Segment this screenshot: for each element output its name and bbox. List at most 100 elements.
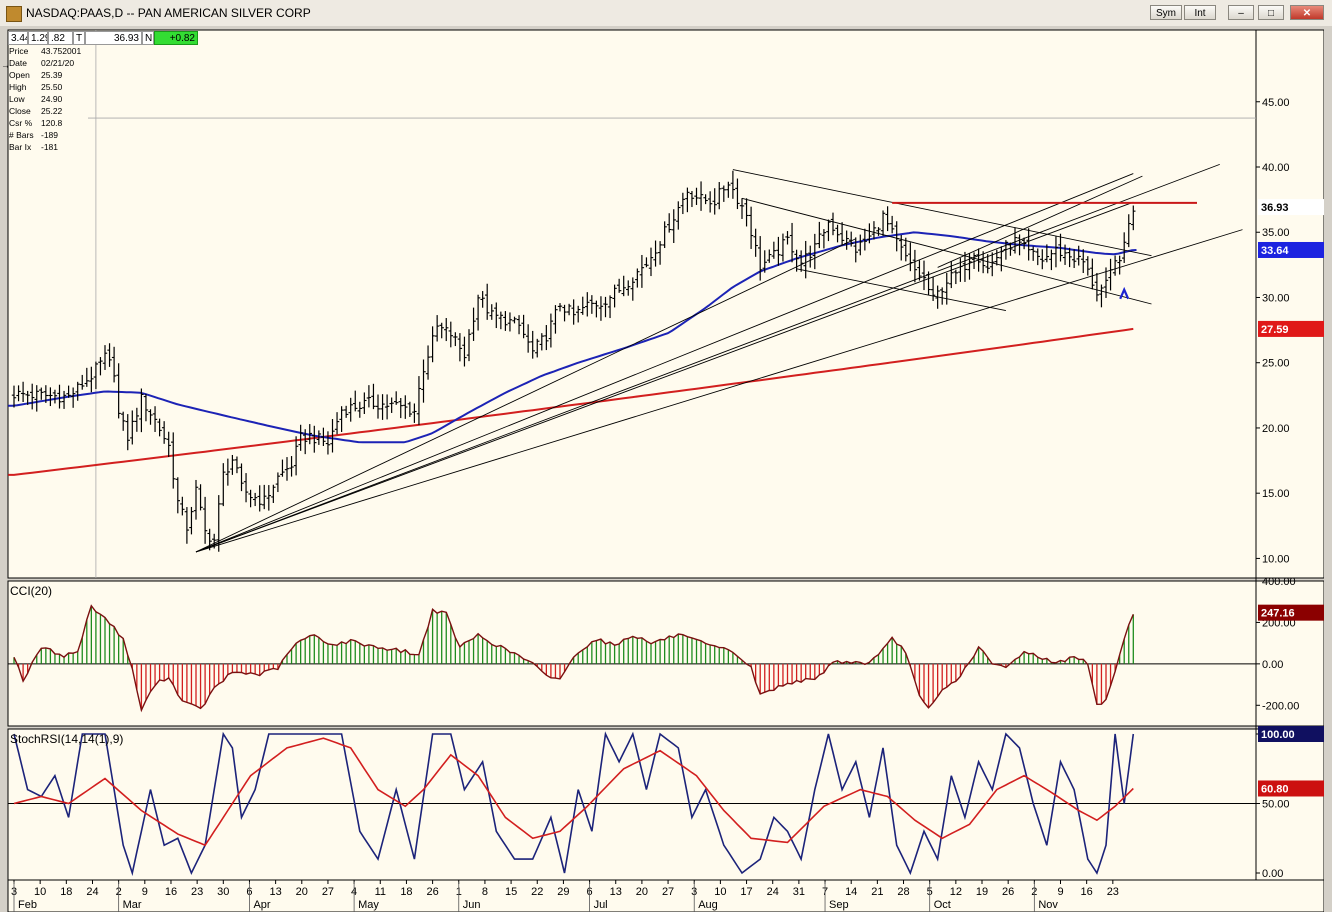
data-window-key: Csr % xyxy=(9,118,33,128)
data-window-key: High xyxy=(9,82,27,92)
x-day-label: 30 xyxy=(217,886,229,898)
stoch-k-value-label-bg xyxy=(1258,726,1326,742)
buy-signal-marker xyxy=(1119,286,1130,300)
data-window-key: Bar Ix xyxy=(9,142,32,152)
data-window-key: Close xyxy=(9,106,31,116)
tick-low: 1.29 xyxy=(28,31,48,45)
x-day-label: 11 xyxy=(375,886,386,898)
close-button[interactable]: ✕ xyxy=(1290,5,1324,20)
cci-y-tick-label: -200.00 xyxy=(1262,700,1299,712)
ma50-value-label-bg xyxy=(1258,241,1326,258)
x-day-label: 15 xyxy=(505,886,517,898)
tick-high: .82 xyxy=(48,31,73,45)
stoch-k-value-label: 100.00 xyxy=(1261,729,1295,741)
stoch-d-line xyxy=(13,737,1134,847)
tick-change: +0.82 xyxy=(154,31,198,45)
x-month-label: Oct xyxy=(934,899,951,911)
x-day-label: 23 xyxy=(191,886,203,898)
x-day-label: 27 xyxy=(662,886,674,898)
trendline xyxy=(195,201,1134,553)
data-window-value: -189 xyxy=(41,130,59,140)
data-window-row: Csr % 120.8 xyxy=(9,117,89,129)
data-window-value: 02/21/20 xyxy=(41,58,75,68)
last-price-label-bg xyxy=(1258,199,1326,216)
x-day-label: 26 xyxy=(1002,886,1014,898)
window-title: NASDAQ:PAAS,D -- PAN AMERICAN SILVER COR… xyxy=(26,6,311,20)
x-day-label: 27 xyxy=(322,886,334,898)
trendline xyxy=(741,197,1152,305)
pin-icon: → xyxy=(1,60,10,70)
right-frame xyxy=(1324,26,1332,912)
data-window-key: Open xyxy=(9,70,30,80)
title-bar[interactable]: NASDAQ:PAAS,D -- PAN AMERICAN SILVER COR… xyxy=(0,0,1332,27)
data-window-key: # Bars xyxy=(9,130,34,140)
data-window-value: -181 xyxy=(41,142,59,152)
stoch-y-tick-label: 50.00 xyxy=(1262,799,1290,811)
x-day-label: 18 xyxy=(60,886,72,898)
minimize-button[interactable]: – xyxy=(1228,5,1254,20)
cci-value-label-bg xyxy=(1258,604,1326,621)
stoch-k-line xyxy=(13,731,1135,877)
stoch-d-value-label: 60.80 xyxy=(1261,783,1289,795)
tick-open: 3.44 xyxy=(8,31,28,45)
data-window-row: Low 24.90 xyxy=(9,93,89,105)
data-window-value: 24.90 xyxy=(41,94,63,104)
price-y-tick-label: 10.00 xyxy=(1262,553,1290,565)
price-y-tick-label: 40.00 xyxy=(1262,162,1290,174)
x-month-label: Sep xyxy=(829,899,849,911)
maximize-button[interactable]: □ xyxy=(1258,5,1284,20)
x-day-label: 13 xyxy=(610,886,622,898)
data-window-row: Price 43.752001 xyxy=(9,45,89,57)
ma200-value-label: 27.59 xyxy=(1261,324,1289,336)
x-day-label: 18 xyxy=(400,886,412,898)
panel-background xyxy=(7,728,1325,881)
x-month-label: Jun xyxy=(463,899,481,911)
data-window-row: # Bars -189 xyxy=(9,129,89,141)
cci-line xyxy=(13,604,1134,713)
symbol-link-button[interactable]: Sym xyxy=(1150,5,1182,20)
x-day-label: 12 xyxy=(950,886,962,898)
price-y-tick-label: 45.00 xyxy=(1262,97,1290,109)
x-day-label: 10 xyxy=(34,886,46,898)
interval-link-button[interactable]: Int xyxy=(1184,5,1216,20)
cci-y-tick-label: 400.00 xyxy=(1262,576,1296,588)
trendline xyxy=(937,175,1143,268)
x-day-label: 28 xyxy=(897,886,909,898)
x-day-label: 23 xyxy=(1107,886,1119,898)
x-month-label: Nov xyxy=(1038,899,1058,911)
x-day-label: 26 xyxy=(426,886,438,898)
price-y-tick-label: 15.00 xyxy=(1262,488,1290,500)
cci-y-tick-label: 0.00 xyxy=(1262,659,1283,671)
stoch-y-tick-label: 0.00 xyxy=(1262,868,1283,880)
data-window-row: Date 02/21/20 xyxy=(9,57,89,69)
trendline xyxy=(796,268,1006,311)
x-day-label: 21 xyxy=(871,886,883,898)
chart-canvas[interactable]: 10.00 15.00 20.00 25.00 30.00 35.00 40.00 45.00… xyxy=(0,26,1332,912)
cci-title: CCI(20) xyxy=(10,584,52,598)
trendline xyxy=(195,229,1243,553)
x-day-label: 9 xyxy=(1057,886,1063,898)
price-y-tick-label: 20.00 xyxy=(1262,423,1290,435)
x-day-label: 14 xyxy=(845,886,857,898)
x-month-label: Mar xyxy=(123,899,142,911)
x-day-label: 10 xyxy=(714,886,726,898)
data-window-value: 43.752001 xyxy=(41,46,82,56)
trendline xyxy=(195,238,856,553)
tick-bar: 3.44 1.29 .82 T 36.93 N +0.82 xyxy=(8,31,198,47)
price-y-tick-label: 35.00 xyxy=(1262,227,1290,239)
last-price-label: 36.93 xyxy=(1261,202,1289,214)
x-day-label: 19 xyxy=(976,886,988,898)
data-window-row: Open 25.39 xyxy=(9,69,89,81)
x-month-label: Jul xyxy=(594,899,608,911)
x-day-label: 16 xyxy=(1081,886,1093,898)
data-window-row: High 25.50 xyxy=(9,81,89,93)
data-window-key: Date xyxy=(9,58,27,68)
cci-bars xyxy=(13,605,1134,711)
x-day-label: 16 xyxy=(165,886,177,898)
x-month-label: Apr xyxy=(253,899,270,911)
trendline xyxy=(195,173,1134,553)
x-day-label: 20 xyxy=(636,886,648,898)
x-day-label: 20 xyxy=(296,886,308,898)
ma200-line xyxy=(8,327,1134,476)
